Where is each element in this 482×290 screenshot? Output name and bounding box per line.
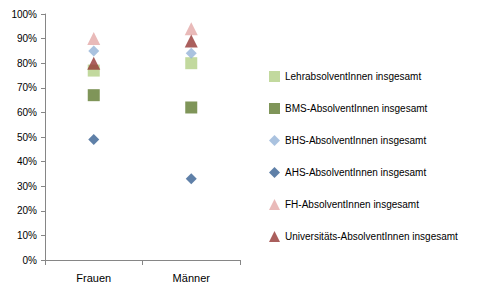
svg-text:FH-AbsolventInnen insgesamt: FH-AbsolventInnen insgesamt	[285, 199, 419, 210]
svg-text:30%: 30%	[17, 181, 37, 192]
svg-text:Männer: Männer	[173, 272, 211, 284]
svg-text:80%: 80%	[17, 58, 37, 69]
svg-text:0%: 0%	[23, 255, 38, 266]
svg-text:BMS-AbsolventInnen insgesamt: BMS-AbsolventInnen insgesamt	[285, 103, 428, 114]
svg-text:Universitäts-AbsolventInnen in: Universitäts-AbsolventInnen insgesamt	[285, 231, 458, 242]
svg-text:10%: 10%	[17, 230, 37, 241]
svg-text:60%: 60%	[17, 107, 37, 118]
svg-text:AHS-AbsolventInnen insgesamt: AHS-AbsolventInnen insgesamt	[285, 167, 426, 178]
svg-text:100%: 100%	[11, 9, 37, 20]
svg-text:LehrabsolventInnen insgesamt: LehrabsolventInnen insgesamt	[285, 71, 421, 82]
svg-text:50%: 50%	[17, 132, 37, 143]
svg-text:90%: 90%	[17, 33, 37, 44]
svg-text:Frauen: Frauen	[76, 272, 111, 284]
svg-text:BHS-AbsolventInnen insgesamt: BHS-AbsolventInnen insgesamt	[285, 135, 426, 146]
svg-text:40%: 40%	[17, 156, 37, 167]
svg-text:70%: 70%	[17, 82, 37, 93]
svg-text:20%: 20%	[17, 205, 37, 216]
